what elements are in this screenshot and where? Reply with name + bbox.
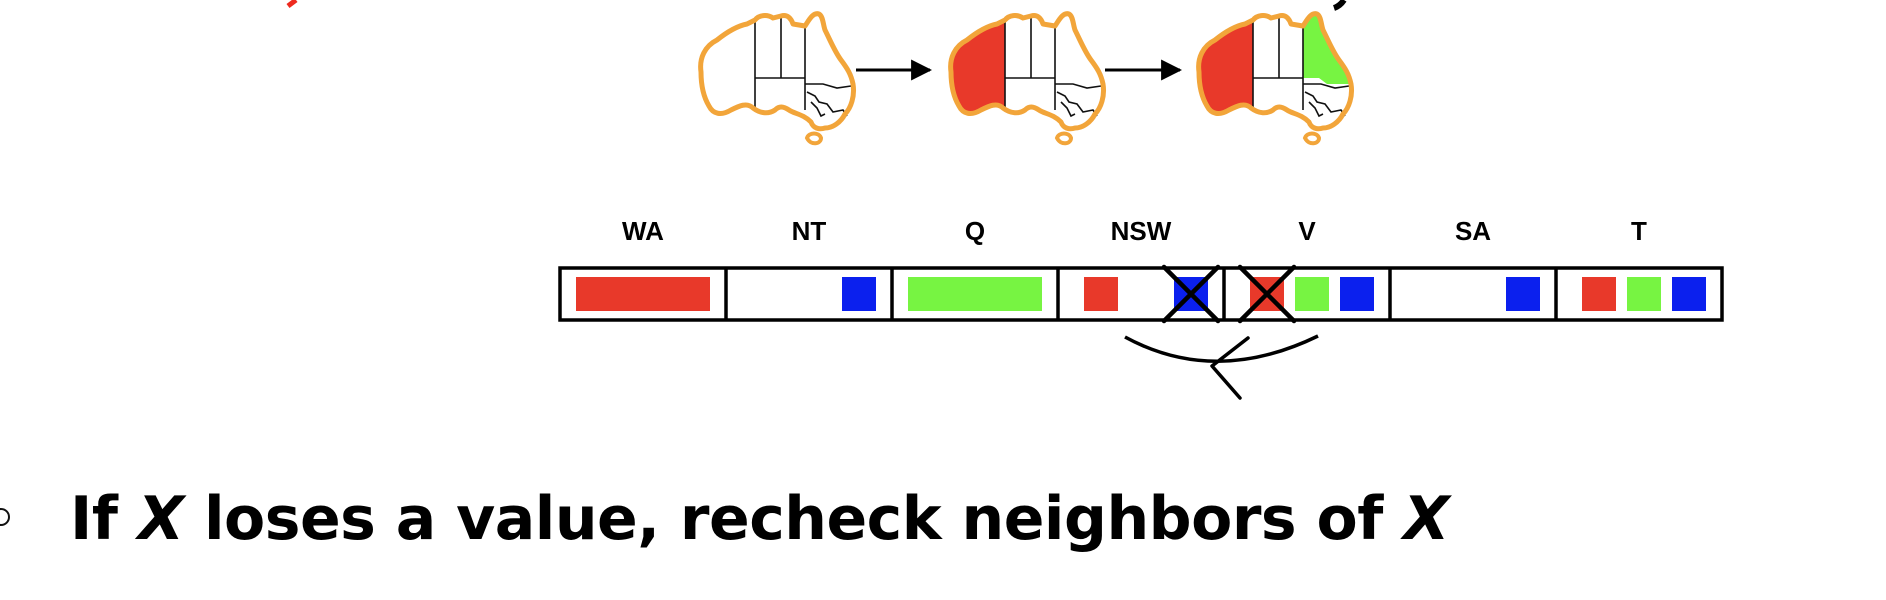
domain-value-t-blue bbox=[1672, 277, 1706, 311]
map-border-8 bbox=[810, 101, 826, 118]
map-region-q-fill bbox=[1303, 15, 1351, 85]
variable-label-v: V bbox=[1298, 216, 1316, 246]
domain-value-t-red bbox=[1582, 277, 1616, 311]
domain-value-sa-blue bbox=[1506, 277, 1540, 311]
bullet-text: If X loses a value, recheck neighbors of… bbox=[70, 484, 1450, 554]
map-border-8 bbox=[1060, 101, 1076, 118]
map-tasmania bbox=[1302, 131, 1322, 146]
map-border-6 bbox=[1055, 83, 1102, 89]
map-border-7 bbox=[1304, 91, 1346, 117]
map-region-wa-fill bbox=[952, 22, 1005, 114]
map-border-7 bbox=[1056, 91, 1098, 117]
map-coastline bbox=[948, 11, 1106, 132]
bullet-prefix: If bbox=[70, 484, 138, 554]
hollow-circle-bullet-icon bbox=[0, 508, 10, 526]
domain-value-wa-red bbox=[576, 277, 710, 311]
cross-out-nsw-blue bbox=[1161, 264, 1221, 324]
map-tasmania bbox=[804, 131, 824, 146]
australia-map-2 bbox=[948, 11, 1106, 146]
title-fragment-right bbox=[1332, 0, 1347, 11]
domain-table: WA NT Q NSW V SA T bbox=[558, 216, 1724, 324]
australia-map-1 bbox=[698, 11, 856, 146]
variable-label-nsw: NSW bbox=[1111, 216, 1172, 246]
domain-value-q-green bbox=[908, 277, 1042, 311]
map-tasmania bbox=[1054, 131, 1074, 146]
map-border-6 bbox=[1303, 83, 1350, 89]
variable-label-q: Q bbox=[965, 216, 985, 246]
domain-value-nt-blue bbox=[842, 277, 876, 311]
bullet-middle: loses a value, recheck neighbors of bbox=[183, 484, 1404, 554]
domain-table-outer-border bbox=[558, 266, 1724, 322]
map-coastline bbox=[698, 11, 856, 132]
bullet-point: If X loses a value, recheck neighbors of… bbox=[0, 478, 1886, 558]
variable-label-t: T bbox=[1631, 216, 1647, 246]
domain-value-nsw-red bbox=[1084, 277, 1118, 311]
variable-label-sa: SA bbox=[1455, 216, 1491, 246]
variable-label-wa: WA bbox=[622, 216, 664, 246]
map-region-wa-fill bbox=[1200, 22, 1253, 114]
propagation-arrowhead bbox=[1210, 336, 1250, 400]
australia-map-3 bbox=[1196, 11, 1354, 146]
map-border-6 bbox=[805, 83, 852, 89]
domain-value-v-blue bbox=[1340, 277, 1374, 311]
title-fragment bbox=[286, 0, 298, 8]
bullet-var-x: X bbox=[137, 484, 184, 554]
variable-label-nt: NT bbox=[792, 216, 827, 246]
australia-maps-row bbox=[698, 11, 1354, 146]
domain-value-t-green bbox=[1627, 277, 1661, 311]
cross-out-v-red bbox=[1237, 264, 1297, 324]
map-border-8 bbox=[1308, 101, 1324, 118]
domain-value-v-green bbox=[1295, 277, 1329, 311]
map-coastline bbox=[1196, 11, 1354, 132]
bullet-var-x-2: X bbox=[1403, 484, 1450, 554]
map-border-7 bbox=[806, 91, 848, 117]
